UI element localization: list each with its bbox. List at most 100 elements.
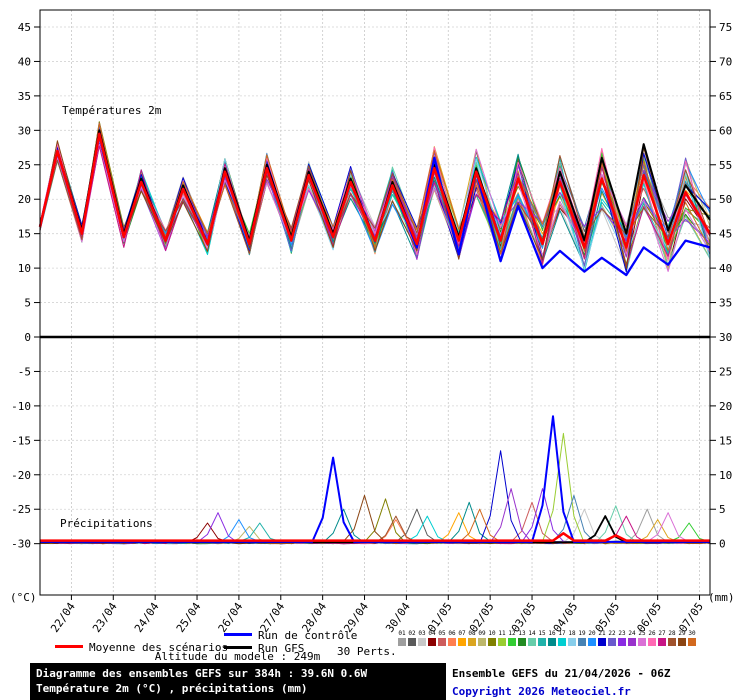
pert-number: 22 [608, 630, 616, 637]
svg-text:-15: -15 [11, 434, 31, 447]
right-axis-unit: (mm) [708, 591, 735, 604]
pert-color-swatch [448, 638, 456, 646]
copyright-link[interactable]: Copyright 2026 Meteociel.fr [452, 685, 631, 698]
svg-text:75: 75 [719, 21, 732, 34]
svg-text:5: 5 [24, 297, 31, 310]
pert-19: 19 [577, 630, 587, 646]
pert-color-swatch [488, 638, 496, 646]
pert-number: 14 [528, 630, 536, 637]
pert-color-swatch [608, 638, 616, 646]
pert-color-swatch [428, 638, 436, 646]
svg-text:0: 0 [719, 538, 726, 551]
pert-color-swatch [678, 638, 686, 646]
pert-21: 21 [597, 630, 607, 646]
pert-12: 12 [507, 630, 517, 646]
pert-color-swatch [688, 638, 696, 646]
pert-04: 04 [427, 630, 437, 646]
svg-text:-30: -30 [11, 538, 31, 551]
svg-text:25/04: 25/04 [174, 600, 204, 635]
pert-11: 11 [497, 630, 507, 646]
pert-number: 01 [398, 630, 406, 637]
pert-08: 08 [467, 630, 477, 646]
legend-mean-label: Moyenne des scénarios [89, 641, 229, 654]
pert-number: 27 [658, 630, 666, 637]
mean-temp-line [38, 132, 712, 249]
control-line-swatch [224, 633, 252, 636]
pert-number: 07 [458, 630, 466, 637]
pert-number: 15 [538, 630, 546, 637]
pert-03: 03 [417, 630, 427, 646]
pert-number: 11 [498, 630, 506, 637]
svg-text:65: 65 [719, 90, 732, 103]
pert-color-swatch [648, 638, 656, 646]
pert-18: 18 [567, 630, 577, 646]
pert-number: 23 [618, 630, 626, 637]
svg-text:15: 15 [719, 434, 732, 447]
svg-text:40: 40 [18, 55, 31, 68]
pert-13: 13 [517, 630, 527, 646]
svg-text:60: 60 [719, 124, 732, 137]
mean-precip-line [40, 532, 710, 542]
pert-14: 14 [527, 630, 537, 646]
svg-text:5: 5 [719, 503, 726, 516]
pert-27: 27 [657, 630, 667, 646]
pert-number: 08 [468, 630, 476, 637]
gfs-line-swatch [224, 646, 252, 649]
pert-30: 30 [687, 630, 697, 646]
svg-text:25: 25 [719, 365, 732, 378]
svg-text:70: 70 [719, 55, 732, 68]
pert-number: 20 [588, 630, 596, 637]
svg-text:-10: -10 [11, 400, 31, 413]
svg-text:30: 30 [18, 124, 31, 137]
temperature-panel-title: Températures 2m [62, 104, 162, 117]
chart-title-box: Diagramme des ensembles GEFS sur 384h : … [30, 663, 446, 700]
pert-color-swatch [658, 638, 666, 646]
svg-text:-20: -20 [11, 469, 31, 482]
pert-15: 15 [537, 630, 547, 646]
svg-text:55: 55 [719, 159, 732, 172]
perturbation-legend: 01 02 03 04 05 06 07 08 09 10 11 12 13 14 15 16 17 18 19 20… [397, 630, 697, 646]
pert-02: 02 [407, 630, 417, 646]
run-info: Ensemble GEFS du 21/04/2026 - 06Z [452, 667, 671, 680]
pert-color-swatch [508, 638, 516, 646]
pert-23: 23 [617, 630, 627, 646]
pert-number: 25 [638, 630, 646, 637]
pert-color-swatch [668, 638, 676, 646]
svg-text:35: 35 [18, 90, 31, 103]
svg-text:25: 25 [18, 159, 31, 172]
pert-25: 25 [637, 630, 647, 646]
legend-gfs-label: Run GFS [258, 642, 305, 655]
pert-number: 05 [438, 630, 446, 637]
pert-24: 24 [627, 630, 637, 646]
pert-color-swatch [398, 638, 406, 646]
pert-number: 24 [628, 630, 636, 637]
svg-text:-5: -5 [18, 365, 31, 378]
precipitation-panel-title: Précipitations [60, 517, 153, 530]
svg-text:10: 10 [719, 469, 732, 482]
pert-number: 19 [578, 630, 586, 637]
pert-color-swatch [438, 638, 446, 646]
pert-color-swatch [618, 638, 626, 646]
pert-color-swatch [558, 638, 566, 646]
legend-mean: Moyenne des scénarios [55, 641, 228, 654]
altitude-label: Altitude du modele : 249m [154, 650, 321, 663]
pert-color-swatch [538, 638, 546, 646]
pert-color-swatch [548, 638, 556, 646]
pert-number: 17 [558, 630, 566, 637]
pert-number: 10 [488, 630, 496, 637]
svg-text:30: 30 [719, 331, 732, 344]
pert-color-swatch [568, 638, 576, 646]
svg-text:-25: -25 [11, 503, 31, 516]
pert-07: 07 [457, 630, 467, 646]
pert-number: 04 [428, 630, 436, 637]
svg-text:24/04: 24/04 [132, 600, 162, 635]
svg-text:50: 50 [719, 193, 732, 206]
pert-color-swatch [578, 638, 586, 646]
pert-color-swatch [458, 638, 466, 646]
pert-color-swatch [468, 638, 476, 646]
svg-text:10: 10 [18, 262, 31, 275]
ensemble-chart: -30 0 -25 5 -20 10 -15 15 -10 20 -5 25 0 30 5 35 10 40 15 4… [11, 9, 732, 635]
svg-text:45: 45 [18, 21, 31, 34]
svg-text:20: 20 [719, 400, 732, 413]
mean-line-swatch [55, 645, 83, 648]
